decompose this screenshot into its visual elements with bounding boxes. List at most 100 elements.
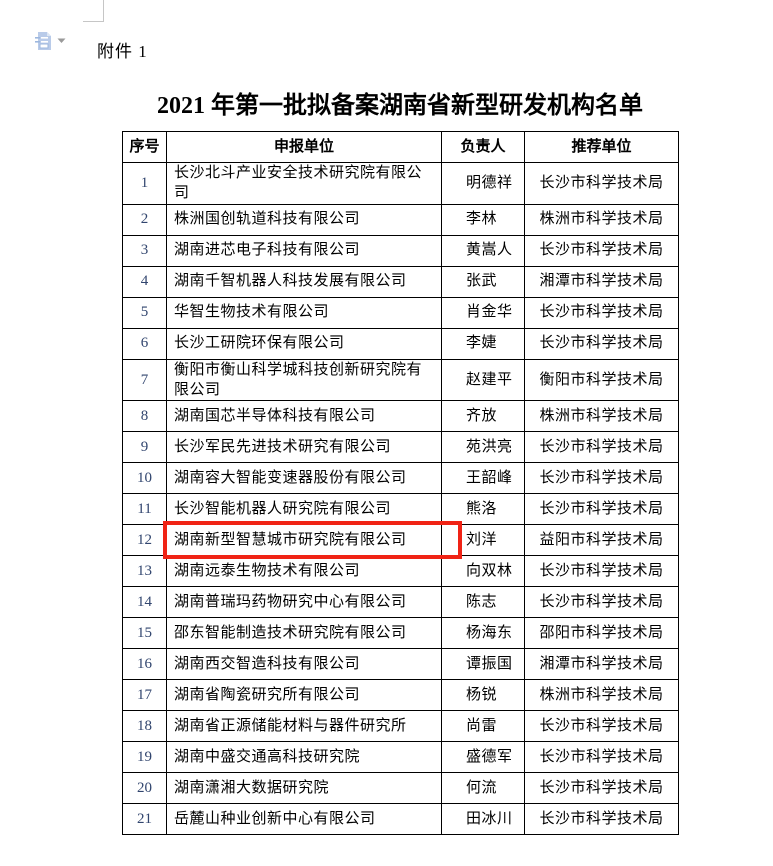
person-cell: 熊洛 [441, 493, 525, 525]
row-number-cell: 14 [122, 586, 167, 618]
person-cell: 张武 [441, 265, 525, 298]
organization-cell: 湖南国芯半导体科技有限公司 [166, 400, 442, 432]
organization-cell: 衡阳市衡山科学城科技创新研究院有限公司 [166, 358, 442, 401]
row-number-cell: 5 [122, 296, 167, 329]
row-number-cell: 13 [122, 555, 167, 587]
organization-cell: 湖南潇湘大数据研究院 [166, 772, 442, 804]
table-row: 20 湖南潇湘大数据研究院 何流 长沙市科学技术局 [122, 772, 679, 804]
table-row: 18 湖南省正源储能材料与器件研究所 尚雷 长沙市科学技术局 [122, 710, 679, 742]
row-number-cell: 4 [122, 265, 167, 298]
table-row: 5 华智生物技术有限公司 肖金华 长沙市科学技术局 [122, 296, 679, 329]
row-number-cell: 20 [122, 772, 167, 804]
recommender-cell: 长沙市科学技术局 [524, 555, 679, 587]
row-number-cell: 6 [122, 327, 167, 360]
recommender-cell: 长沙市科学技术局 [524, 327, 679, 360]
row-number-cell: 2 [122, 203, 167, 236]
table-header: 序号 申报单位 负责人 推荐单位 [122, 131, 679, 163]
text-boundary-corner-mark [83, 0, 104, 22]
recommender-cell: 长沙市科学技术局 [524, 741, 679, 773]
organization-cell: 湖南进芯电子科技有限公司 [166, 234, 442, 267]
column-header-index: 序号 [122, 131, 167, 163]
organization-cell: 湖南西交智造科技有限公司 [166, 648, 442, 680]
page-title: 2021 年第一批拟备案湖南省新型研发机构名单 [157, 93, 643, 119]
row-number-cell: 12 [122, 524, 167, 556]
person-cell: 肖金华 [441, 296, 525, 329]
table-row: 7 衡阳市衡山科学城科技创新研究院有限公司 赵建平 衡阳市科学技术局 [122, 358, 679, 401]
recommender-cell: 长沙市科学技术局 [524, 493, 679, 525]
row-number-cell: 7 [122, 358, 167, 401]
person-cell: 王韶峰 [441, 462, 525, 494]
organization-cell: 湖南中盛交通高科技研究院 [166, 741, 442, 773]
organization-cell: 湖南省陶瓷研究所有限公司 [166, 679, 442, 711]
table-row: 11 长沙智能机器人研究院有限公司 熊洛 长沙市科学技术局 [122, 493, 679, 525]
organization-cell: 湖南普瑞玛药物研究中心有限公司 [166, 586, 442, 618]
person-cell: 李林 [441, 203, 525, 236]
row-number-cell: 1 [122, 162, 167, 205]
paste-options-document-icon [34, 31, 52, 51]
person-cell: 苑洪亮 [441, 431, 525, 463]
organization-cell: 株洲国创轨道科技有限公司 [166, 203, 442, 236]
person-cell: 李婕 [441, 327, 525, 360]
table-row: 17 湖南省陶瓷研究所有限公司 杨锐 株洲市科学技术局 [122, 679, 679, 711]
table-row: 21 岳麓山种业创新中心有限公司 田冰川 长沙市科学技术局 [122, 803, 679, 835]
column-header-person: 负责人 [441, 131, 525, 163]
recommender-cell: 长沙市科学技术局 [524, 586, 679, 618]
person-cell: 杨海东 [441, 617, 525, 649]
recommender-cell: 湘潭市科学技术局 [524, 648, 679, 680]
table-row: 14 湖南普瑞玛药物研究中心有限公司 陈志 长沙市科学技术局 [122, 586, 679, 618]
recommender-cell: 株洲市科学技术局 [524, 400, 679, 432]
row-number-cell: 8 [122, 400, 167, 432]
organization-cell: 华智生物技术有限公司 [166, 296, 442, 329]
person-cell: 尚雷 [441, 710, 525, 742]
paste-options-button[interactable] [34, 30, 70, 52]
recommender-cell: 长沙市科学技术局 [524, 431, 679, 463]
institutions-table: 序号 申报单位 负责人 推荐单位 1 长沙北斗产业安全技术研究院有限公司 明德祥… [122, 131, 679, 835]
table-row: 3 湖南进芯电子科技有限公司 黄嵩人 长沙市科学技术局 [122, 234, 679, 267]
organization-cell: 长沙北斗产业安全技术研究院有限公司 [166, 162, 442, 205]
recommender-cell: 长沙市科学技术局 [524, 162, 679, 205]
organization-cell: 湖南省正源储能材料与器件研究所 [166, 710, 442, 742]
table-row: 13 湖南远泰生物技术有限公司 向双林 长沙市科学技术局 [122, 555, 679, 587]
row-number-cell: 10 [122, 462, 167, 494]
person-cell: 杨锐 [441, 679, 525, 711]
person-cell: 黄嵩人 [441, 234, 525, 267]
recommender-cell: 邵阳市科学技术局 [524, 617, 679, 649]
person-cell: 向双林 [441, 555, 525, 587]
person-cell: 田冰川 [441, 803, 525, 835]
recommender-cell: 株洲市科学技术局 [524, 203, 679, 236]
person-cell: 陈志 [441, 586, 525, 618]
organization-cell: 邵东智能制造技术研究院有限公司 [166, 617, 442, 649]
row-number-cell: 21 [122, 803, 167, 835]
person-cell: 齐放 [441, 400, 525, 432]
recommender-cell: 株洲市科学技术局 [524, 679, 679, 711]
person-cell: 何流 [441, 772, 525, 804]
table-row: 16 湖南西交智造科技有限公司 谭振国 湘潭市科学技术局 [122, 648, 679, 680]
person-cell: 谭振国 [441, 648, 525, 680]
recommender-cell: 衡阳市科学技术局 [524, 358, 679, 401]
table-row: 15 邵东智能制造技术研究院有限公司 杨海东 邵阳市科学技术局 [122, 617, 679, 649]
organization-cell: 长沙工研院环保有限公司 [166, 327, 442, 360]
row-number-cell: 19 [122, 741, 167, 773]
dropdown-arrow-icon [57, 38, 66, 44]
table-row: 6 长沙工研院环保有限公司 李婕 长沙市科学技术局 [122, 327, 679, 360]
row-number-cell: 11 [122, 493, 167, 525]
organization-cell: 湖南远泰生物技术有限公司 [166, 555, 442, 587]
row-number-cell: 16 [122, 648, 167, 680]
organization-cell: 湖南千智机器人科技发展有限公司 [166, 265, 442, 298]
row-number-cell: 18 [122, 710, 167, 742]
recommender-cell: 长沙市科学技术局 [524, 234, 679, 267]
row-number-cell: 17 [122, 679, 167, 711]
column-header-recommender: 推荐单位 [524, 131, 679, 163]
recommender-cell: 长沙市科学技术局 [524, 296, 679, 329]
organization-cell: 湖南容大智能变速器股份有限公司 [166, 462, 442, 494]
table-row: 10 湖南容大智能变速器股份有限公司 王韶峰 长沙市科学技术局 [122, 462, 679, 494]
recommender-cell: 长沙市科学技术局 [524, 772, 679, 804]
table-body: 1 长沙北斗产业安全技术研究院有限公司 明德祥 长沙市科学技术局 2 株洲国创轨… [122, 162, 679, 835]
organization-cell: 长沙智能机器人研究院有限公司 [166, 493, 442, 525]
person-cell: 刘洋 [441, 524, 525, 556]
recommender-cell: 长沙市科学技术局 [524, 803, 679, 835]
highlighted-organization-cell: 湖南新型智慧城市研究院有限公司 [163, 521, 463, 560]
recommender-cell: 长沙市科学技术局 [524, 462, 679, 494]
recommender-cell: 湘潭市科学技术局 [524, 265, 679, 298]
